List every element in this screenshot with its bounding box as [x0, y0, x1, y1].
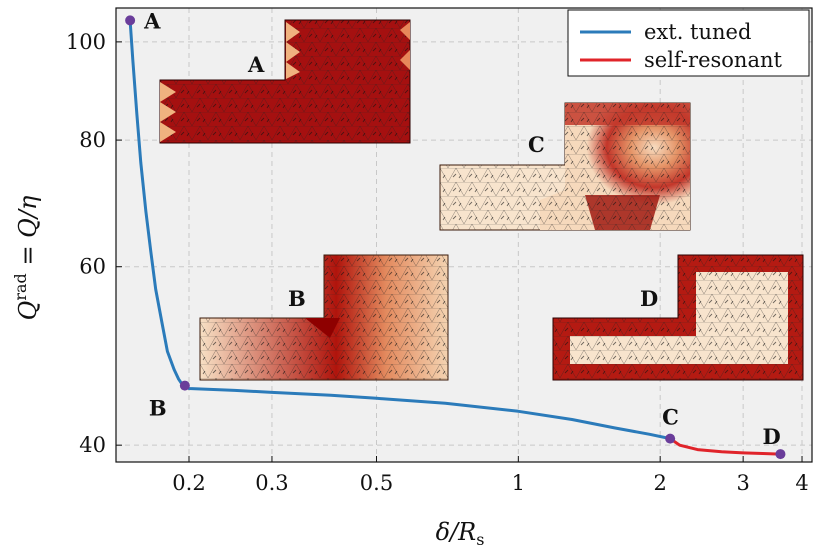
y-axis-label: Qrad = Q/η	[11, 195, 42, 320]
plot-frame	[115, 7, 813, 463]
point-marker-d	[775, 449, 786, 460]
point-label-b: B	[149, 396, 167, 421]
inset-C: C	[439, 102, 691, 231]
y-tick-label: 60	[79, 255, 106, 279]
point-label-c: C	[662, 405, 679, 430]
inset-A: A	[159, 19, 411, 144]
point-marker-c	[665, 433, 676, 444]
y-tick-label: 100	[66, 30, 106, 54]
point-marker-b	[179, 380, 190, 391]
x-tick-label: 3	[736, 471, 749, 495]
inset-B: B	[199, 254, 449, 381]
inset-label-c: C	[528, 132, 545, 157]
points: A B C D	[125, 8, 786, 460]
point-label-d: D	[762, 424, 780, 449]
x-tick-label: 0.3	[255, 471, 288, 495]
ticks: 0.2 0.3 0.5 1 2 3 4 40 60 80 100	[66, 30, 809, 495]
series-line-self-resonant	[669, 437, 781, 456]
inset-label-b: B	[288, 286, 306, 311]
inset-D: D	[552, 254, 804, 381]
y-tick-label: 80	[79, 128, 106, 152]
inset-label-a: A	[247, 52, 265, 77]
inset-label-d: D	[640, 286, 658, 311]
legend-label-self-resonant: self-resonant	[644, 48, 782, 72]
legend-label-ext-tuned: ext. tuned	[644, 20, 751, 44]
x-axis-label: δ/Rs	[436, 518, 485, 549]
legend-box	[567, 9, 810, 77]
legend: ext. tuned self-resonant	[567, 9, 810, 77]
x-tick-label: 1	[512, 471, 525, 495]
point-marker-a	[125, 15, 136, 26]
y-axis-title: Qrad = Q/η	[11, 195, 42, 320]
x-tick-label: 2	[653, 471, 666, 495]
x-tick-label: 4	[795, 471, 808, 495]
y-tick-label: 40	[79, 433, 106, 457]
x-tick-label: 0.2	[172, 471, 205, 495]
point-label-a: A	[143, 8, 161, 33]
x-tick-label: 0.5	[360, 471, 393, 495]
